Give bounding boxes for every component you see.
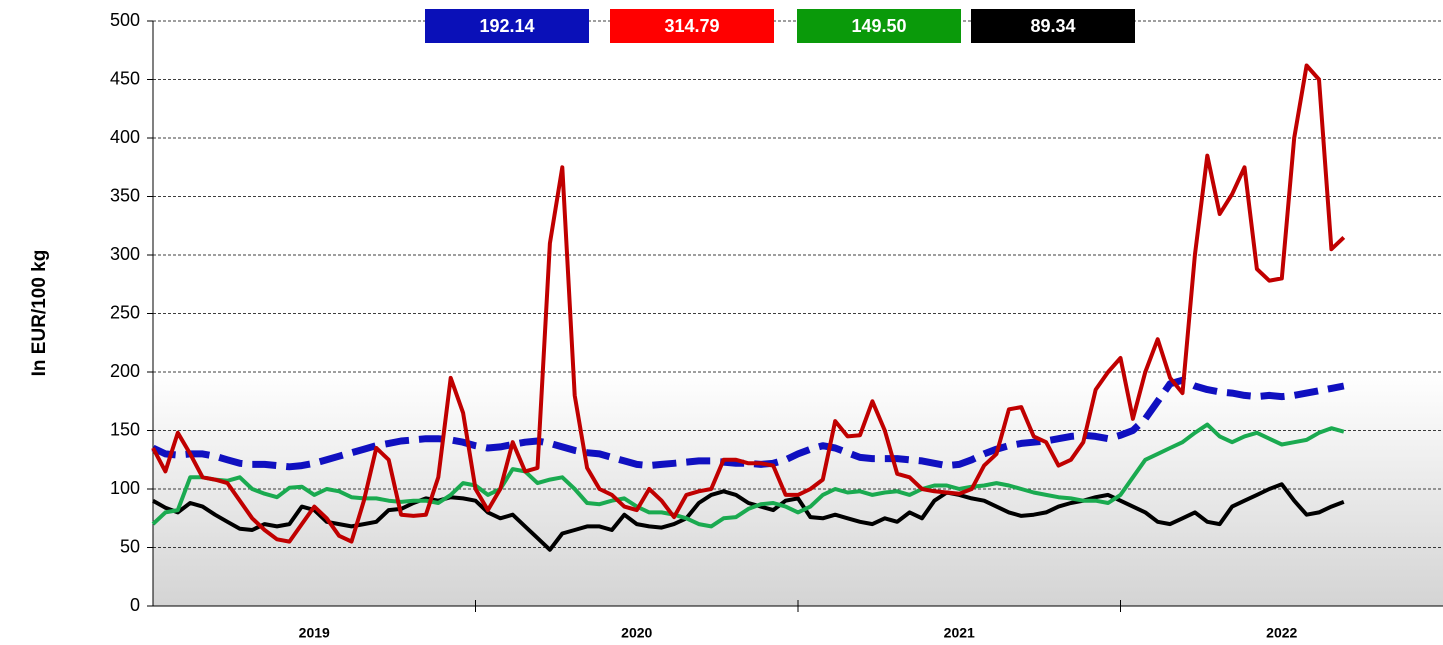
legend-label: 314.79	[664, 16, 719, 36]
y-tick-label: 0	[130, 595, 140, 615]
y-tick-label: 500	[110, 10, 140, 30]
x-tick-label: 2022	[1266, 625, 1297, 641]
legend-label: 89.34	[1030, 16, 1075, 36]
y-tick-label: 50	[120, 536, 140, 556]
legend-label: 149.50	[851, 16, 906, 36]
y-tick-label: 450	[110, 68, 140, 88]
legend-box	[797, 9, 961, 43]
y-tick-label: 400	[110, 127, 140, 147]
series-line	[152, 482, 1345, 552]
x-tick-label: 2020	[621, 625, 652, 641]
y-tick-label: 300	[110, 244, 140, 264]
y-tick-label: 200	[110, 361, 140, 381]
y-tick-label: 250	[110, 302, 140, 322]
y-tick-label: 350	[110, 185, 140, 205]
x-tick-label: 2021	[944, 625, 975, 641]
x-tick-label: 2019	[299, 625, 330, 641]
series-line	[151, 63, 1346, 544]
y-tick-label: 100	[110, 478, 140, 498]
legend-box	[610, 9, 774, 43]
legend-box	[971, 9, 1135, 43]
legend-label: 192.14	[479, 16, 534, 36]
y-axis-label: In EUR/100 kg	[29, 250, 50, 377]
y-tick-label: 150	[110, 419, 140, 439]
legend-box	[425, 9, 589, 43]
series-line	[151, 422, 1345, 529]
